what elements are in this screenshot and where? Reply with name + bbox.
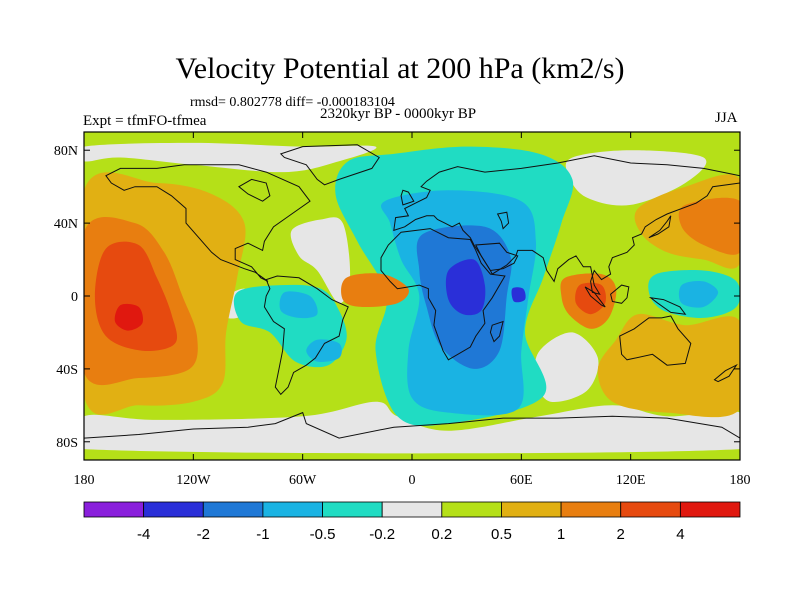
coastline-new-zealand — [713, 363, 738, 383]
region-arctic-neutral — [84, 142, 377, 173]
colorbar-label-1: -2 — [197, 526, 210, 543]
colorbar-box-10 — [679, 501, 741, 518]
x-tick-label-2: 60W — [289, 473, 317, 488]
x-tick-label-0: 180 — [74, 473, 95, 488]
axis-layer: 180 120W 60W 0 60E 120E 180 80N 40N 0 40S 80S — [54, 132, 751, 488]
colorbar-box-5 — [381, 501, 443, 518]
colorbar-box-9 — [620, 501, 681, 518]
coastline-madagascar — [489, 320, 504, 343]
region-northeast-pacific-positive-1 — [678, 197, 740, 255]
region-indian-ocean-neutral — [534, 332, 599, 403]
region-atlantic-positive — [341, 273, 409, 308]
colorbar-label-9: 4 — [676, 526, 684, 543]
chart-title: Velocity Potential at 200 hPa (km2/s) — [175, 52, 625, 85]
y-tick-label-0: 80N — [54, 144, 78, 159]
region-north-atlantic-neutral — [290, 217, 351, 304]
region-siberia-neutral — [565, 150, 707, 206]
region-africa-min — [445, 259, 486, 316]
region-pacific-positive-2 — [94, 241, 178, 351]
y-tick-label-3: 40S — [56, 363, 78, 378]
region-indonesia-positive-1 — [575, 282, 607, 315]
coastline-japan — [648, 215, 672, 239]
x-tick-label-4: 60E — [510, 473, 533, 488]
colorbar-box-1 — [143, 501, 204, 518]
coastline-eurasia — [393, 155, 740, 295]
experiment-label: Expt = tfmFO-tfmea — [83, 113, 207, 129]
coastline-borneo — [610, 284, 630, 304]
colorbar-box-8 — [560, 501, 622, 518]
coastline-arabia — [475, 242, 519, 272]
colorbar-box-7 — [501, 501, 562, 518]
coastline-new-guinea — [648, 297, 687, 315]
coastline-south-america — [263, 275, 349, 396]
near-zero-layer — [84, 142, 740, 454]
coastline-africa — [380, 228, 506, 361]
region-south-america-negative-2 — [306, 339, 342, 362]
map-layer — [84, 132, 740, 460]
colorbar-box-0 — [83, 501, 145, 518]
coastline-greenland — [279, 144, 380, 186]
region-west-pacific-negative-1 — [678, 280, 719, 308]
y-tick-label-2: 0 — [71, 290, 78, 305]
coastline-caspian — [496, 211, 510, 230]
coastline-australia — [619, 315, 692, 366]
x-tick-label-6: 180 — [730, 473, 751, 488]
colorbar-box-4 — [322, 501, 383, 518]
region-pacific-max — [114, 303, 144, 331]
coastline-hudson-bay — [238, 178, 271, 202]
colorbar-label-4: -0.2 — [369, 526, 395, 543]
colorbar-box-2 — [202, 501, 264, 518]
colorbar-label-0: -4 — [137, 526, 150, 543]
x-tick-label-5: 120E — [616, 473, 646, 488]
stats-text: rmsd= 0.802778 diff= -0.000183104 — [190, 95, 395, 110]
region-africa-min-east — [511, 287, 526, 303]
x-tick-label-1: 120W — [176, 473, 211, 488]
y-tick-label-1: 40N — [54, 217, 78, 232]
coastline-north-america — [105, 164, 311, 282]
season-label: JJA — [715, 110, 738, 126]
colorbar-box-3 — [262, 501, 323, 518]
colorbar-label-7: 1 — [557, 526, 565, 543]
period-label: 2320kyr BP - 0000kyr BP — [320, 106, 477, 122]
region-southern-ocean-neutral — [84, 401, 740, 454]
region-australia-positive — [597, 313, 740, 418]
colorbar-label-5: 0.2 — [431, 526, 452, 543]
coastline-sumatra — [584, 286, 606, 308]
colorbar-label-2: -1 — [256, 526, 269, 543]
coastline-layer — [84, 144, 740, 460]
x-tick-label-3: 0 — [409, 473, 416, 488]
coastline-antarctica — [84, 411, 740, 460]
y-tick-label-4: 80S — [56, 436, 78, 451]
colorbar-label-8: 2 — [617, 526, 625, 543]
colorbar-label-6: 0.5 — [491, 526, 512, 543]
colorbar: -4 -2 -1 -0.5 -0.2 0.2 0.5 1 2 4 — [83, 501, 741, 543]
colorbar-label-3: -0.5 — [310, 526, 336, 543]
colorbar-box-6 — [441, 501, 502, 518]
region-south-america-negative-1 — [279, 291, 318, 319]
contour-fill-layer — [84, 146, 740, 426]
coastline-british-isles — [400, 189, 415, 206]
